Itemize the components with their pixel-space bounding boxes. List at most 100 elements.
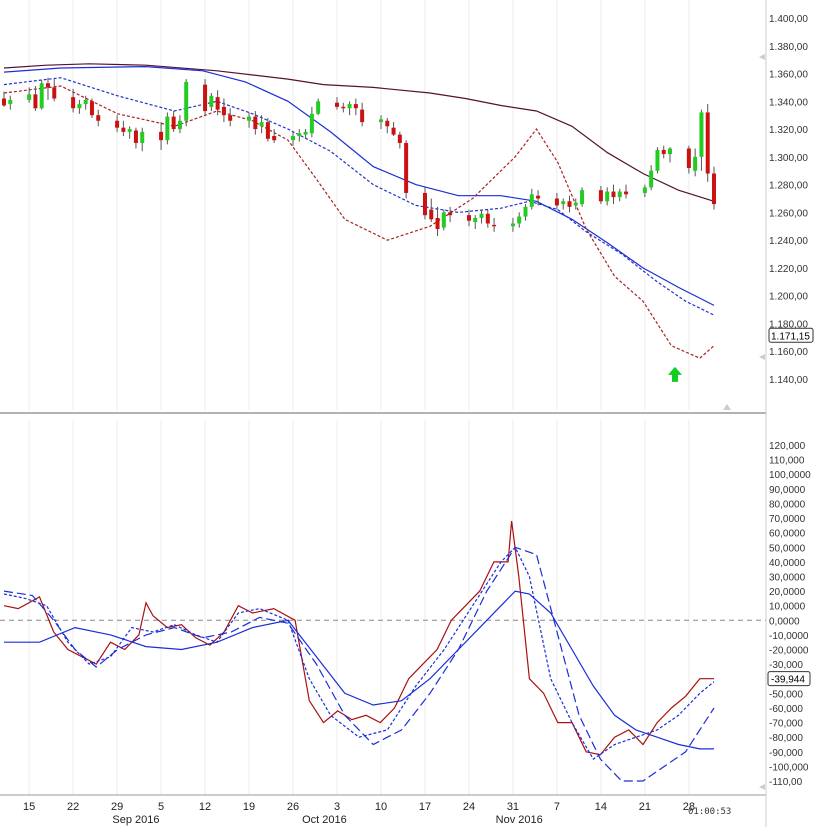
candle-body [39,83,44,109]
candle [435,206,440,236]
price-tick-label: 1.220,00 [769,264,808,275]
candle [27,87,32,103]
price-panel: 1.400,00 1.380,00 1.360,00 1.340,00 1.320,00… [2,0,814,410]
candle [165,112,170,145]
candle-body [611,191,616,198]
candle [485,209,490,228]
band-lower-line [3,85,715,359]
osc-tick-label: 60,0000 [769,529,806,540]
candle [611,184,616,205]
candle-body [404,142,409,193]
day-tick-label: 12 [199,801,211,813]
osc-tick-label: -110,00 [769,777,803,788]
ma-blue-line [3,65,715,306]
candle [209,92,214,112]
candle [45,77,50,100]
candle-body [2,98,6,106]
candle-body [215,97,220,110]
candle [121,120,126,137]
scroll-left-icon-top[interactable] [759,54,765,60]
candle-body [360,109,365,123]
day-tick-label: 31 [507,801,519,813]
candle-body [177,120,182,130]
candle-body [203,84,208,112]
candle-body [309,113,314,134]
candle [661,145,666,159]
month-tick-label: Sep 2016 [112,814,159,826]
candle-body [605,191,610,202]
osc-tick-label: 100,0000 [769,470,811,481]
candle [291,131,296,146]
candle-body [385,120,390,127]
price-indicator-lines [3,63,715,359]
price-tick-label: 1.360,00 [769,70,808,81]
month-tick-label: Oct 2016 [302,814,347,826]
candle-body [52,87,57,99]
scroll-left-icon-mid[interactable] [759,354,765,360]
candle-body [253,116,258,130]
candle-body [485,213,490,224]
candle-body [121,127,126,132]
osc-tick-label: -50,000 [769,689,803,700]
osc-line-dashed-blue [3,546,715,782]
buy-signal-arrow-icon [667,366,682,382]
candle-body [661,149,666,155]
oscillator-lines [3,520,715,782]
candle [712,166,716,210]
price-tick-label: 1.160,00 [769,347,808,358]
day-tick-label: 26 [287,801,299,813]
scroll-down-icon[interactable] [723,404,731,410]
candle [378,115,383,130]
osc-line-solid-red [3,520,714,756]
last-value-label: -39,944 [771,675,805,686]
candle [184,79,189,127]
candle-body [699,112,704,157]
candle [441,209,446,231]
osc-tick-label: -70,000 [769,719,803,730]
price-tick-label: 1.400,00 [769,14,808,25]
candle [89,98,94,118]
candle-body [71,97,76,109]
candle-body [435,217,440,230]
osc-tick-label: 30,0000 [769,572,806,583]
candle [303,129,308,139]
scroll-left-icon-bot[interactable] [759,784,765,790]
osc-tick-label: 80,0000 [769,499,806,510]
candle-body [686,148,691,168]
candle [580,187,585,207]
osc-tick-label: -60,000 [769,704,803,715]
candle-body [473,217,478,223]
candle-body [529,194,534,207]
candle-body [649,170,654,188]
candle-body [492,224,497,227]
candle-body [624,191,629,195]
day-tick-label: 7 [554,801,560,813]
candle [448,206,453,223]
candle-body [8,99,13,105]
candle [341,102,346,113]
osc-tick-label: -20,0000 [769,646,809,657]
oscillator-y-axis: 120,000 110,000 100,0000 90,0000 80,0000 70,0… [767,441,811,788]
candle-body [291,136,296,141]
candle-body [209,95,214,107]
candle-body [221,106,226,116]
candle [642,184,647,198]
osc-tick-label: 70,0000 [769,514,806,525]
candle [83,95,88,110]
osc-tick-label: -90,000 [769,748,803,759]
candle-body [45,83,50,88]
candle [517,212,522,228]
candle-body [140,131,145,143]
candle [617,188,622,202]
candle [127,126,132,139]
osc-tick-label: -100,000 [769,762,809,773]
candle [115,115,120,132]
candle-body [247,116,252,121]
candle-body [598,190,603,202]
candle [598,186,603,205]
candle-body [259,122,264,127]
candle [272,129,277,143]
osc-tick-label: 20,0000 [769,587,806,598]
candle-body [83,99,88,105]
candle [353,98,358,116]
